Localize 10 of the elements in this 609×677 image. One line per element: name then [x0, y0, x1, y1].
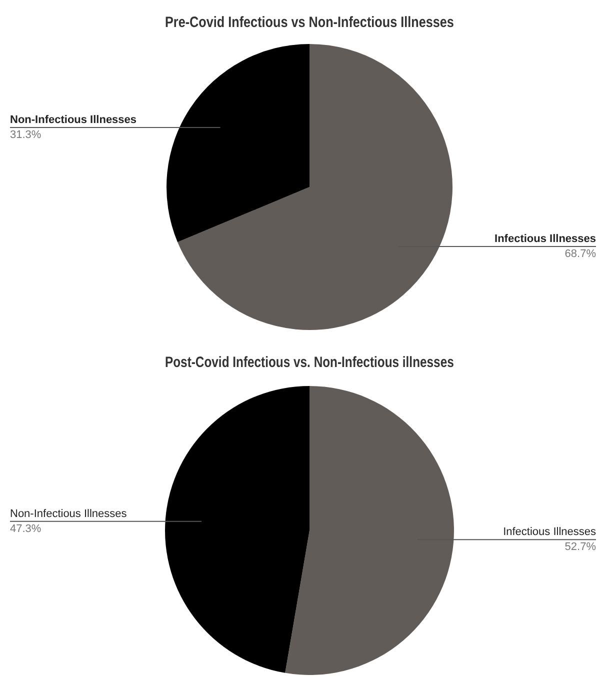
data-label: 31.3% [10, 129, 42, 142]
data-label: 68.7% [564, 248, 596, 260]
chart-title: Pre-Covid Infectious vs Non-Infectious Illnesses [165, 13, 454, 30]
slice-label: Infectious Illnesses [494, 232, 596, 245]
data-label: 52.7% [564, 541, 596, 554]
data-label: 47.3% [10, 522, 42, 535]
chart-title: Post-Covid Infectious vs. Non-Infectious illnesses [165, 354, 454, 370]
slice-label: Non-Infectious Illnesses [10, 508, 128, 520]
slice-label: Non-Infectious Illnesses [10, 114, 137, 126]
slice-label: Infectious Illnesses [503, 526, 596, 538]
